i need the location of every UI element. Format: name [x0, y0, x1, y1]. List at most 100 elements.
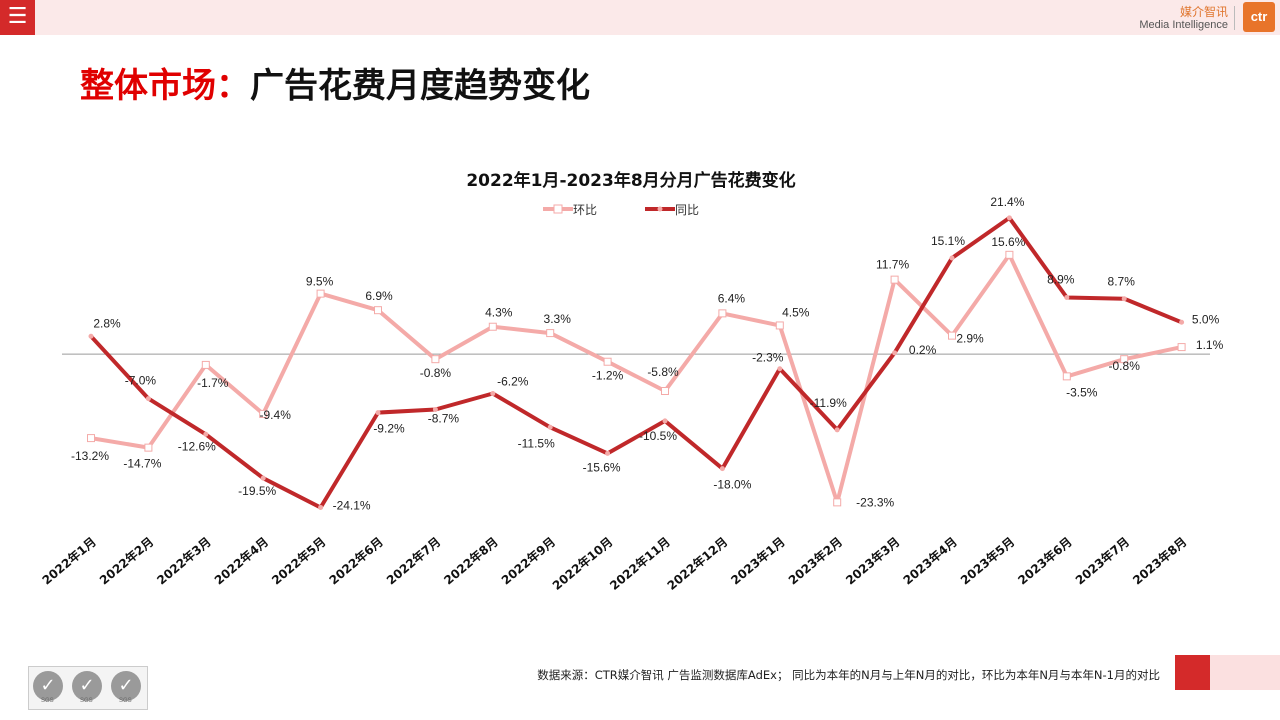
data-label: 9.5%: [306, 275, 334, 289]
x-axis-labels: 2022年1月2022年2月2022年3月2022年4月2022年5月2022年…: [39, 534, 1190, 593]
sgs-badge-icon: ✓: [72, 671, 102, 701]
data-label: 11.7%: [876, 258, 909, 272]
legend-swatch-marker: [657, 206, 663, 212]
data-label: -14.7%: [123, 457, 161, 471]
data-label: 6.4%: [718, 291, 746, 305]
data-label: -11.5%: [518, 436, 555, 450]
data-point: [488, 322, 497, 331]
data-label: -1.2%: [592, 369, 624, 383]
data-label: 0.2%: [909, 343, 937, 357]
x-tick-label: 2023年2月: [785, 534, 845, 588]
data-point: [1064, 294, 1070, 300]
data-label: -13.2%: [71, 449, 109, 463]
page-title-black: 广告花费月度趋势变化: [250, 66, 590, 106]
data-label: 2.8%: [93, 316, 121, 330]
data-point: [834, 427, 840, 433]
data-point: [431, 355, 440, 364]
data-label: -12.6%: [178, 439, 216, 453]
data-label: -9.4%: [260, 408, 292, 422]
x-tick-label: 2022年10月: [549, 534, 615, 593]
x-tick-label: 2022年1月: [39, 534, 99, 588]
data-point: [546, 329, 555, 338]
x-tick-label: 2022年6月: [326, 534, 386, 588]
data-label: 6.9%: [365, 289, 393, 303]
x-tick-label: 2023年6月: [1015, 534, 1075, 588]
footer-pink-band: [1210, 655, 1280, 690]
sgs-badge-label: SGS: [80, 698, 93, 704]
sgs-badge-icon: ✓: [111, 671, 141, 701]
data-point: [892, 350, 898, 356]
data-point: [490, 391, 496, 397]
data-point: [316, 289, 325, 298]
series-line: [89, 215, 1183, 510]
data-point: [833, 498, 842, 507]
data-label: 21.4%: [990, 195, 1024, 209]
data-point: [777, 366, 783, 372]
data-label: 15.1%: [931, 234, 965, 248]
x-tick-label: 2023年4月: [900, 534, 960, 588]
x-tick-label: 2023年3月: [843, 534, 903, 588]
sgs-badge-label: SGS: [41, 698, 54, 704]
data-point: [144, 443, 153, 452]
sgs-badge-label: SGS: [119, 698, 132, 704]
data-point: [605, 450, 611, 456]
top-bar: ☰ 媒介智讯 Media Intelligence ctr: [0, 0, 1280, 35]
data-point: [603, 357, 612, 366]
data-label: -0.8%: [420, 366, 452, 380]
data-point: [1005, 250, 1014, 259]
data-label: 15.6%: [991, 235, 1025, 249]
data-point: [145, 396, 151, 402]
sgs-certification-badges: ✓ ✓ ✓ SGS SGS SGS: [28, 666, 148, 710]
x-tick-label: 2023年7月: [1072, 534, 1132, 588]
menu-icon[interactable]: ☰: [0, 0, 35, 35]
x-tick-label: 2022年5月: [269, 534, 329, 588]
data-label: -19.5%: [238, 484, 276, 498]
x-tick-label: 2022年9月: [498, 534, 558, 588]
data-label: 3.3%: [544, 312, 572, 326]
sgs-badge-icon: ✓: [33, 671, 63, 701]
data-point: [432, 406, 438, 412]
data-label: -7.0%: [125, 374, 157, 388]
data-label: -1.7%: [197, 376, 229, 390]
ctr-logo: ctr: [1243, 2, 1275, 32]
data-point: [662, 418, 668, 424]
data-label: -9.2%: [373, 422, 405, 436]
series-layer: -13.2% -14.7% -1.7% -9.4% 9.5% 6.9% -0.8% 4.3% 3…: [71, 195, 1224, 513]
x-tick-label: 2023年8月: [1130, 534, 1190, 588]
series-tongbi: 2.8% -7.0% -12.6% -19.5% -24.1% -9.2% -8.7% -6.…: [88, 195, 1220, 512]
data-point: [1179, 319, 1185, 325]
data-point: [203, 431, 209, 437]
line-chart: 2022年1月-2023年8月分月广告花费变化 环比 同比 -13.2% -14.7…: [39, 170, 1224, 593]
data-point: [260, 475, 266, 481]
brand-divider: [1234, 6, 1235, 30]
data-point: [775, 321, 784, 330]
data-label: -0.8%: [1109, 359, 1141, 373]
data-label: -24.1%: [333, 498, 371, 512]
data-label: -10.5%: [639, 429, 677, 443]
data-label: -8.7%: [428, 411, 460, 425]
footer-red-block: [1175, 655, 1210, 690]
x-tick-label: 2023年1月: [728, 534, 788, 588]
data-point: [88, 333, 94, 339]
data-point: [87, 434, 95, 443]
x-tick-label: 2022年8月: [441, 534, 501, 588]
x-tick-label: 2022年7月: [383, 534, 443, 588]
data-point: [1177, 343, 1186, 352]
legend-label: 同比: [675, 203, 699, 217]
data-point: [259, 409, 268, 418]
data-point: [1120, 355, 1129, 364]
data-label: -18.0%: [713, 478, 751, 492]
page-title-red: 整体市场：: [80, 66, 250, 106]
series-huanbi: -13.2% -14.7% -1.7% -9.4% 9.5% 6.9% -0.8% 4.3% 3…: [71, 235, 1224, 510]
x-tick-label: 2022年11月: [607, 534, 673, 593]
data-label: -2.3%: [752, 351, 784, 365]
data-label: -11.9%: [810, 396, 847, 410]
data-label: 4.3%: [485, 306, 513, 320]
x-tick-label: 2022年4月: [211, 534, 271, 588]
x-tick-label: 2022年3月: [154, 534, 214, 588]
x-tick-label: 2023年5月: [957, 534, 1017, 588]
data-point: [1006, 215, 1012, 221]
legend-swatch-marker: [553, 204, 563, 214]
data-label: 5.0%: [1192, 312, 1220, 326]
data-point: [661, 387, 669, 395]
